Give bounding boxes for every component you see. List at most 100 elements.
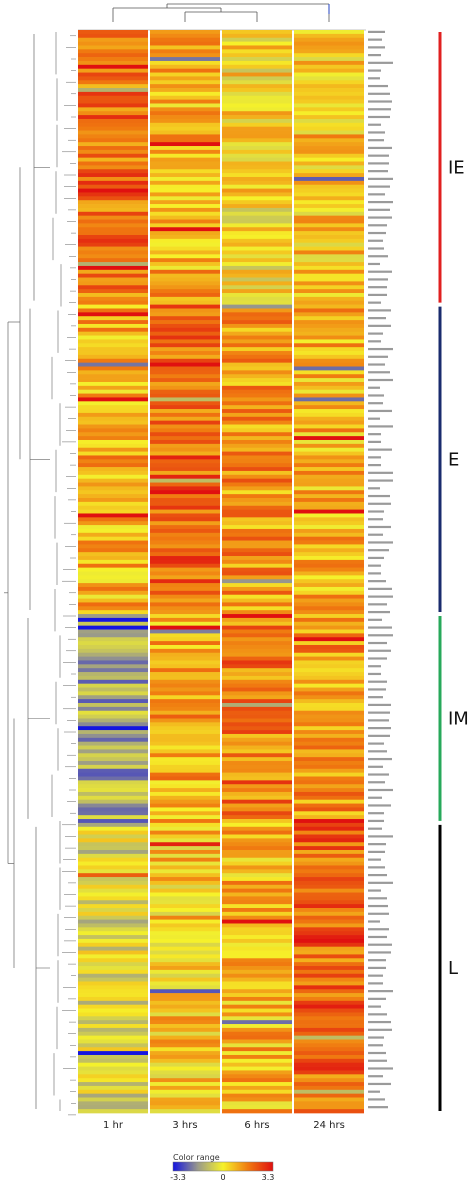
heatmap-cell — [294, 563, 364, 568]
heatmap-cell — [150, 1031, 220, 1036]
heatmap-cell — [78, 900, 148, 905]
heatmap-cell — [78, 99, 148, 104]
heatmap-cell — [294, 389, 364, 394]
cluster-label-im: IM — [448, 709, 469, 730]
heatmap-cell — [78, 648, 148, 654]
heatmap-cell — [78, 1082, 148, 1087]
heatmap-cell — [222, 265, 292, 271]
heatmap-cell — [222, 579, 292, 584]
heatmap-cell — [222, 842, 292, 847]
heatmap-cell — [222, 761, 292, 766]
gene-label-mark — [368, 1028, 392, 1031]
heatmap-cell — [150, 176, 220, 182]
heatmap-cell — [150, 1039, 220, 1044]
heatmap-cell — [222, 138, 292, 143]
heatmap-cell — [294, 235, 364, 240]
heatmap-cell — [222, 660, 292, 665]
heatmap-cell — [222, 285, 292, 290]
heatmap-cell — [222, 1105, 292, 1110]
heatmap-cell — [222, 335, 292, 340]
heatmap-cell — [78, 993, 148, 998]
cluster-label-e: E — [448, 449, 459, 470]
heatmap-cell — [294, 192, 364, 197]
heatmap-cell — [294, 254, 364, 259]
heatmap-cell — [78, 157, 148, 162]
gene-label-mark — [368, 61, 393, 64]
heatmap-cell — [294, 761, 364, 766]
heatmap-cell — [150, 513, 220, 518]
heatmap-cell — [150, 966, 220, 971]
heatmap-cell — [150, 443, 220, 449]
heatmap-cell — [294, 838, 364, 843]
heatmap-cell — [222, 950, 292, 955]
heatmap-cell — [150, 884, 220, 890]
heatmap-cell — [294, 583, 364, 588]
heatmap-cell — [294, 718, 364, 723]
heatmap-cell — [78, 888, 148, 893]
heatmap-cell — [222, 463, 292, 468]
heatmap-cell — [222, 753, 292, 758]
heatmap-cell — [222, 207, 292, 213]
heatmap-cell — [294, 741, 364, 746]
heatmap-cell — [150, 768, 220, 773]
heatmap-cell — [150, 764, 220, 770]
heatmap-cell — [222, 985, 292, 990]
heatmap-cell — [78, 621, 148, 626]
heatmap-cell — [222, 343, 292, 348]
heatmap-cell — [222, 973, 292, 978]
heatmap-cell — [222, 830, 292, 835]
heatmap-cell — [294, 149, 364, 155]
gene-label-mark — [368, 719, 389, 722]
heatmap-cell — [294, 60, 364, 66]
heatmap-cell — [150, 439, 220, 445]
heatmap-cell — [294, 428, 364, 433]
heatmap-cell — [150, 41, 220, 46]
heatmap-cell — [294, 494, 364, 499]
gene-label-mark — [368, 324, 391, 327]
heatmap-cell — [150, 973, 220, 978]
heatmap-cell — [222, 807, 292, 812]
heatmap-cell — [150, 842, 220, 847]
heatmap-cell — [222, 378, 292, 383]
gene-label-mark — [368, 146, 392, 150]
heatmap-cell — [294, 455, 364, 460]
gene-label-mark — [368, 77, 380, 80]
gene-label-mark — [368, 115, 390, 119]
heatmap-cell — [294, 757, 364, 762]
heatmap-cell — [294, 1016, 364, 1021]
heatmap-cell — [294, 969, 364, 975]
heatmap-cell — [222, 490, 292, 495]
gene-label-mark — [368, 1098, 385, 1101]
heatmap-cell — [222, 641, 292, 646]
heatmap-cell — [78, 1000, 148, 1006]
heatmap-cell — [294, 641, 364, 646]
gene-label-mark — [368, 1082, 391, 1086]
heatmap-cell — [294, 1082, 364, 1087]
heatmap-cell — [222, 165, 292, 170]
gene-label-mark — [368, 317, 386, 320]
gene-label-mark — [368, 247, 384, 250]
heatmap-cell — [78, 84, 148, 89]
heatmap-cell — [294, 204, 364, 209]
heatmap-cell — [78, 811, 148, 816]
heatmap-cell — [150, 1093, 220, 1098]
heatmap-cell — [222, 846, 292, 851]
heatmap-cell — [222, 146, 292, 151]
heatmap-cell — [222, 99, 292, 104]
heatmap-cell — [150, 811, 220, 816]
heatmap-cell — [78, 320, 148, 325]
heatmap-cell — [294, 412, 364, 418]
gene-label-mark — [368, 425, 393, 428]
gene-label-mark — [368, 510, 384, 513]
gene-label-mark — [368, 69, 381, 72]
gene-label-mark — [368, 982, 383, 985]
heatmap-cell — [150, 532, 220, 538]
heatmap-cell — [294, 37, 364, 42]
heatmap-cell — [222, 173, 292, 178]
heatmap-cell — [294, 1008, 364, 1013]
gene-label-mark — [368, 525, 391, 529]
heatmap-cell — [150, 915, 220, 920]
heatmap-cell — [222, 351, 292, 356]
gene-label-mark — [368, 781, 385, 784]
heatmap-cell — [294, 1043, 364, 1048]
